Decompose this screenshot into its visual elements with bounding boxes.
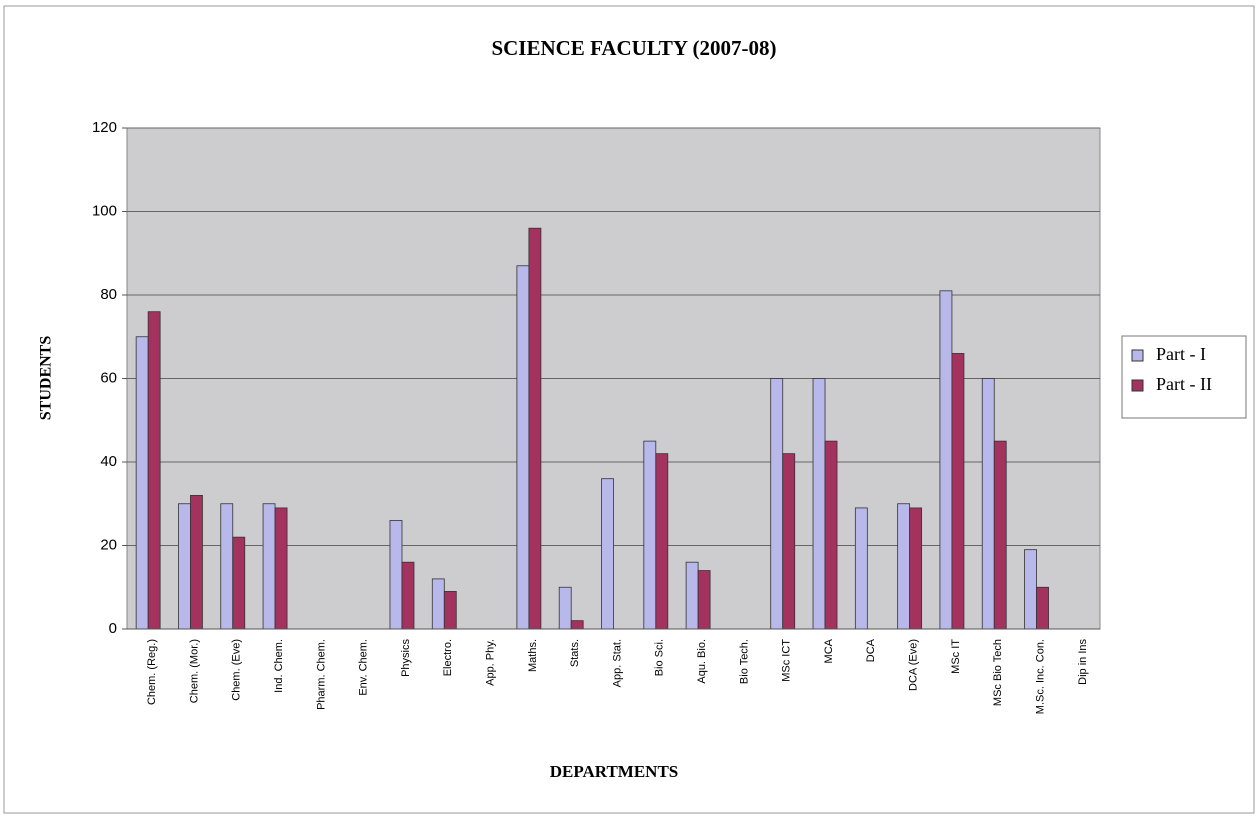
legend-swatch — [1131, 349, 1144, 362]
bar — [401, 561, 415, 630]
bar — [993, 440, 1007, 630]
chart-title: SCIENCE FACULTY (2007-08) — [491, 36, 776, 60]
y-tick-label: 120 — [92, 119, 117, 136]
bar — [274, 507, 288, 630]
legend-swatch — [1131, 379, 1144, 392]
x-tick-label: Env. Chem. — [358, 639, 370, 696]
bar — [558, 586, 572, 630]
legend-label: Part - II — [1156, 374, 1212, 394]
bar — [431, 578, 445, 630]
bar — [220, 503, 234, 630]
bar — [854, 507, 868, 630]
bar — [190, 494, 203, 630]
x-tick-label: Bio Sci. — [654, 639, 666, 676]
bar — [1024, 549, 1037, 630]
x-tick-label: Chem. (Reg.) — [146, 639, 158, 705]
bar — [516, 265, 530, 630]
x-tick-label: Chem. (Eve) — [231, 639, 243, 701]
y-tick-label: 60 — [100, 369, 117, 386]
bar — [782, 453, 796, 630]
bar — [909, 507, 923, 630]
x-tick-label: Physics — [400, 639, 412, 677]
bar — [812, 378, 826, 630]
bar — [643, 440, 657, 630]
bar — [601, 478, 614, 630]
x-tick-label: MSc Bio Tech — [992, 639, 1004, 706]
x-tick-label: DCA — [865, 638, 877, 662]
x-tick-label: App. Stat. — [611, 639, 623, 687]
y-tick-label: 40 — [100, 453, 117, 470]
bar — [685, 561, 699, 630]
x-tick-label: MSc ICT — [781, 639, 793, 682]
bar — [147, 311, 161, 630]
y-tick-label: 80 — [100, 286, 117, 303]
x-tick-label: Bio Tech. — [738, 639, 750, 684]
bar — [697, 570, 711, 630]
bar — [389, 520, 403, 630]
x-tick-label: Chem. (Mor.) — [188, 639, 200, 703]
bar — [897, 503, 911, 630]
x-tick-label: Stats. — [569, 639, 581, 667]
bar — [528, 227, 542, 630]
bar — [951, 353, 965, 630]
y-axis-label: STUDENTS — [38, 336, 55, 421]
x-tick-label: Ind. Chem. — [273, 639, 285, 693]
bar — [262, 503, 276, 630]
bar — [570, 620, 584, 630]
y-tick-label: 100 — [92, 202, 117, 219]
bar — [939, 290, 953, 630]
x-tick-label: Aqu. Bio. — [696, 639, 708, 684]
x-tick-label: Pharm. Chem. — [315, 639, 327, 710]
bar — [981, 378, 995, 630]
x-tick-label: MCA — [823, 638, 835, 663]
y-tick-label: 20 — [100, 536, 117, 553]
bar — [655, 453, 669, 630]
bar — [443, 591, 457, 630]
bar — [770, 378, 784, 630]
x-tick-label: DCA (Eve) — [908, 639, 920, 691]
x-tick-label: MSc IT — [950, 639, 962, 674]
bar — [135, 336, 149, 630]
bar — [824, 440, 838, 630]
bar — [232, 536, 246, 630]
x-tick-label: Electro. — [442, 639, 454, 676]
x-tick-label: Dip in Ins — [1077, 639, 1089, 685]
bar — [1036, 586, 1049, 630]
y-tick-label: 0 — [109, 620, 117, 637]
x-tick-label: M.Sc. Inc. Con. — [1034, 639, 1046, 714]
x-axis-label: DEPARTMENTS — [550, 762, 679, 781]
x-tick-label: Maths. — [527, 639, 539, 672]
bar — [178, 503, 191, 630]
legend-label: Part - I — [1156, 344, 1206, 364]
x-tick-label: App. Phy. — [484, 639, 496, 686]
